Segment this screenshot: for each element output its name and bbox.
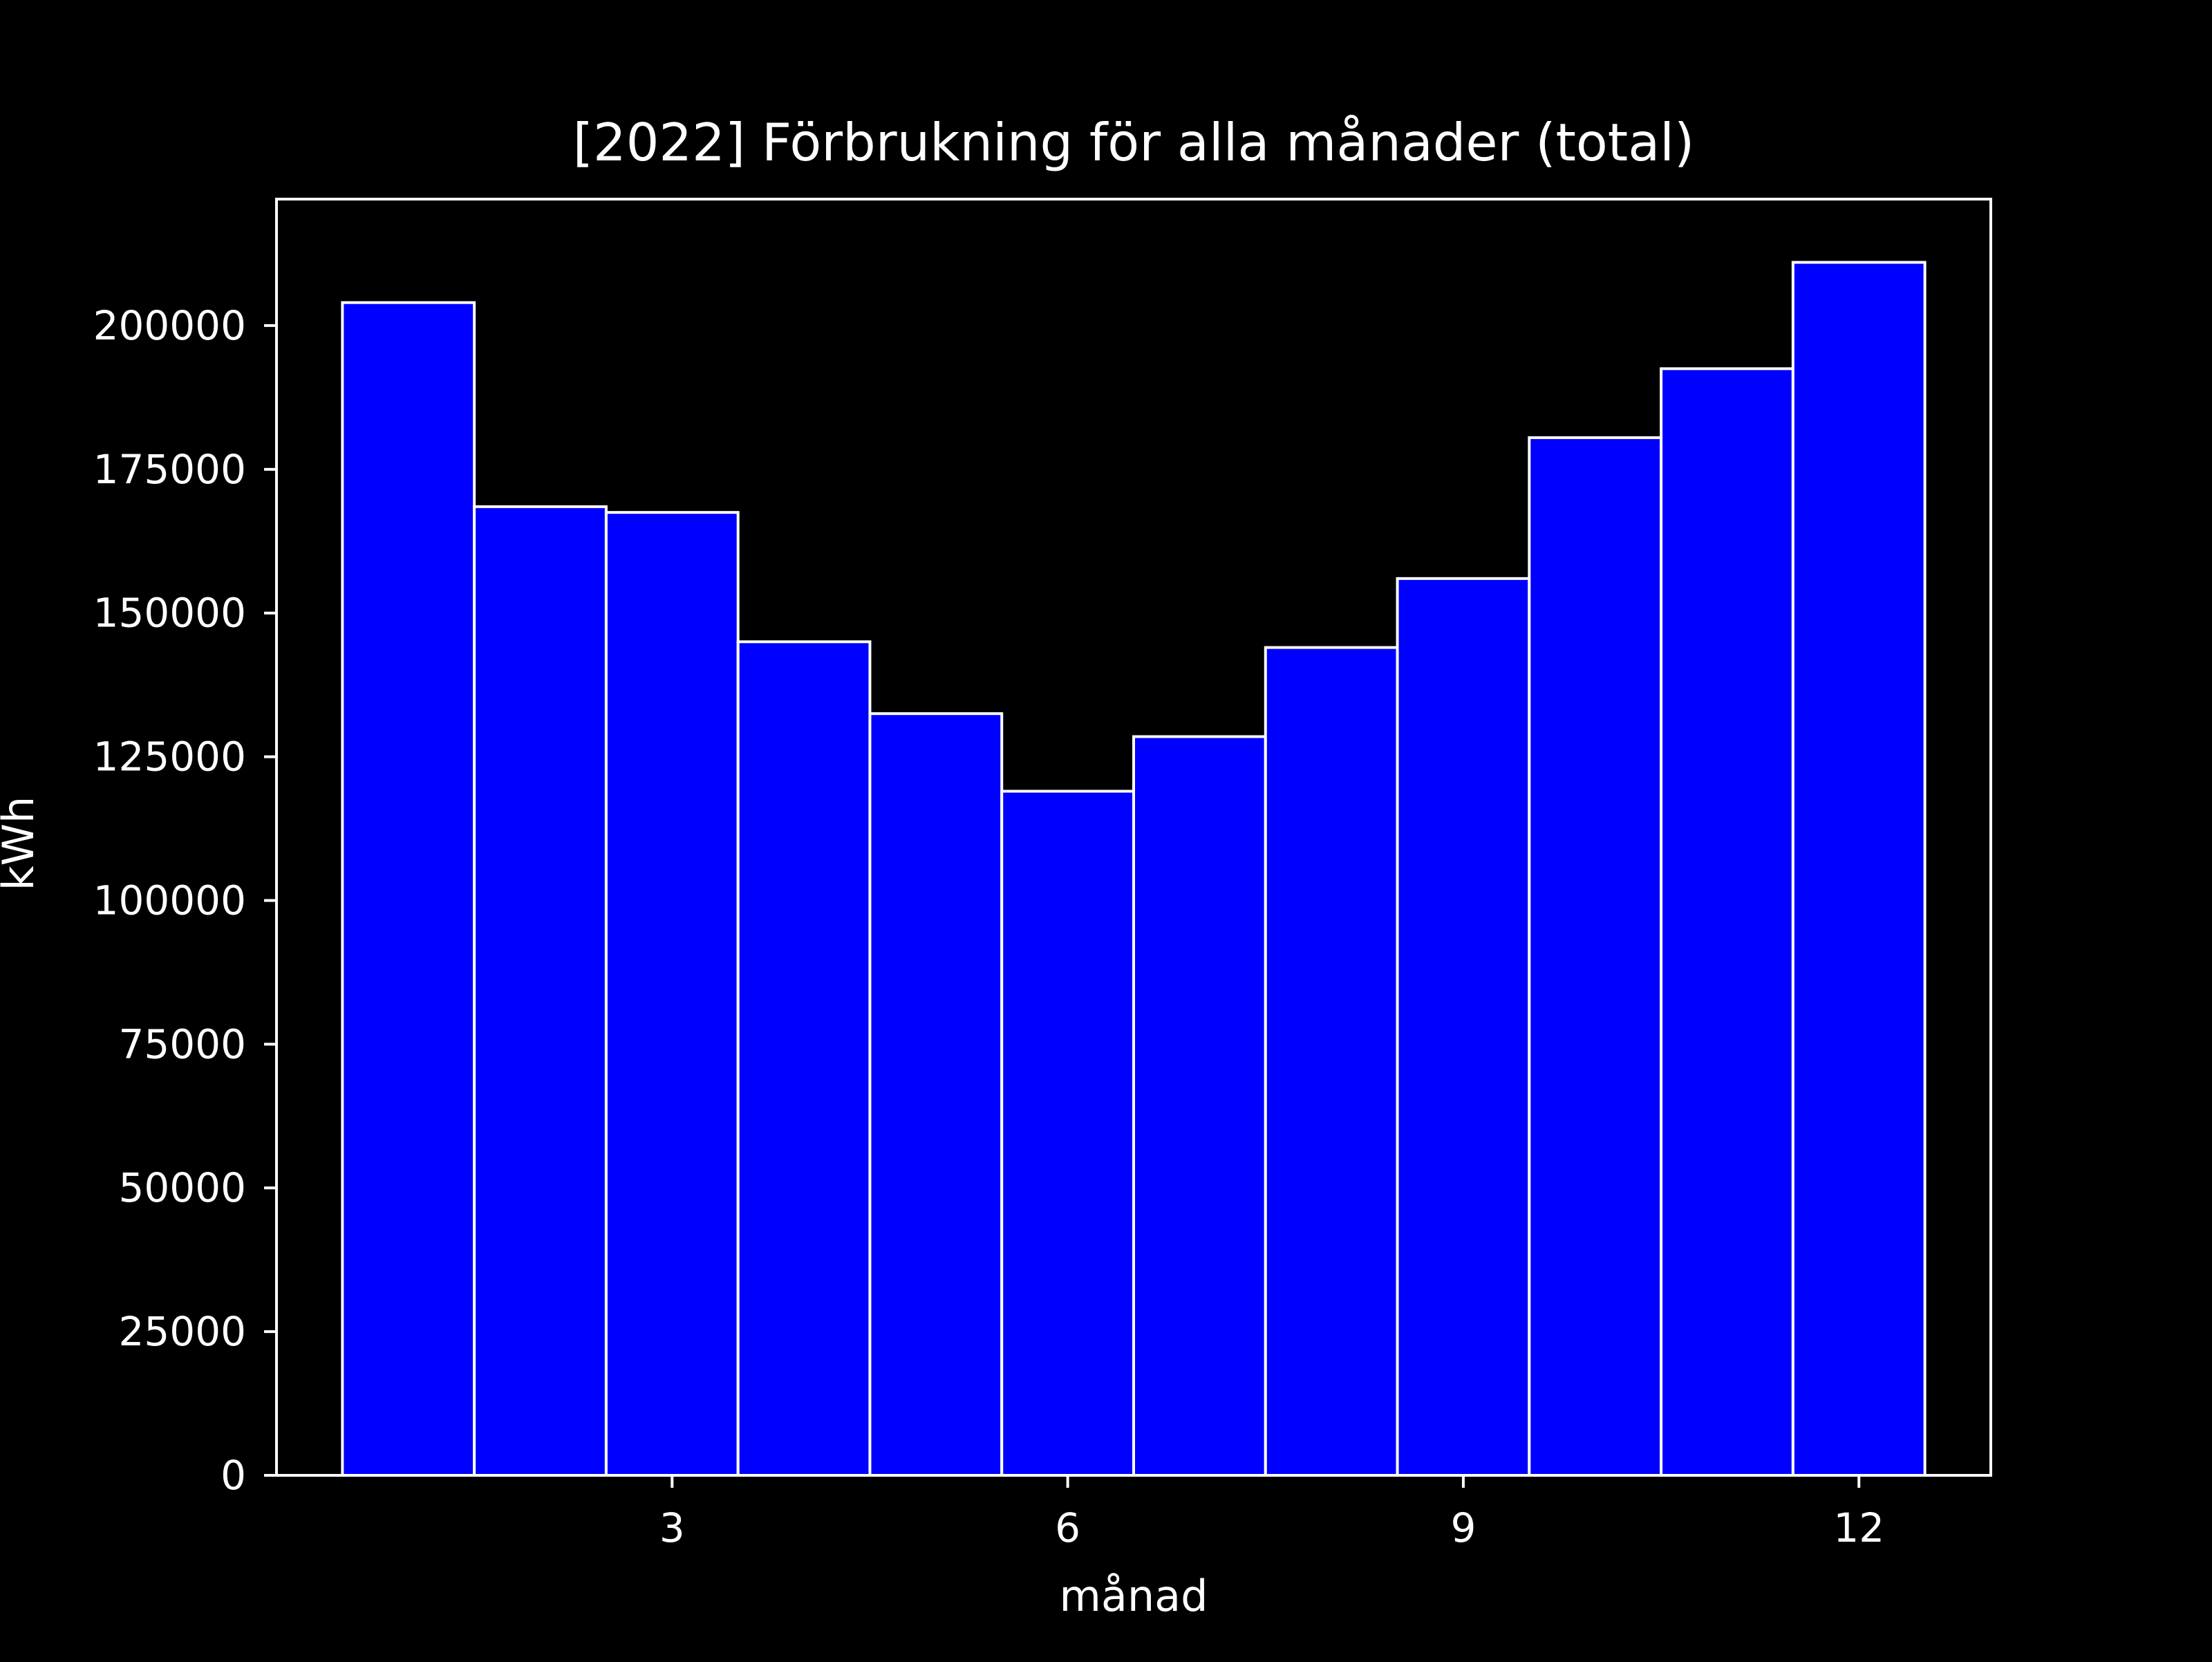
y-tick-label: 50000	[118, 1164, 246, 1211]
y-tick-label: 25000	[118, 1308, 246, 1355]
x-tick-label: 6	[1055, 1504, 1080, 1551]
y-tick-label: 175000	[93, 446, 246, 493]
x-tick-label: 12	[1833, 1504, 1884, 1551]
x-axis-label: månad	[1059, 1571, 1208, 1621]
y-tick-label: 125000	[93, 734, 246, 781]
x-tick-label: 9	[1450, 1504, 1476, 1551]
y-tick-label: 150000	[93, 590, 246, 637]
bar-month-3	[604, 511, 740, 1477]
x-tick-label: 3	[659, 1504, 685, 1551]
bar-month-6	[1000, 790, 1135, 1477]
bar-month-1	[341, 301, 476, 1477]
y-axis-label: kWh	[0, 796, 44, 891]
y-tick-label: 100000	[93, 877, 246, 924]
bar-month-2	[473, 505, 608, 1477]
bar-month-7	[1132, 735, 1267, 1477]
x-axis: 3 6 9 12	[659, 1475, 1884, 1551]
bars-layer	[341, 261, 1927, 1477]
bar-month-9	[1396, 577, 1531, 1477]
bar-month-8	[1264, 646, 1399, 1477]
bar-month-11	[1660, 367, 1794, 1477]
y-tick-label: 0	[221, 1452, 246, 1499]
plot-frame	[275, 198, 1992, 1477]
chart-title: [2022] Förbrukning för alla månader (tot…	[573, 112, 1695, 173]
bar-month-5	[868, 712, 1004, 1477]
y-tick-label: 200000	[93, 302, 246, 349]
bar-month-10	[1528, 436, 1663, 1477]
y-tick-label: 75000	[118, 1020, 246, 1067]
bar-month-4	[736, 640, 872, 1477]
bar-month-12	[1791, 261, 1927, 1477]
y-axis: 0 25000 50000 75000 100000 125000 150000 175000…	[93, 302, 276, 1499]
